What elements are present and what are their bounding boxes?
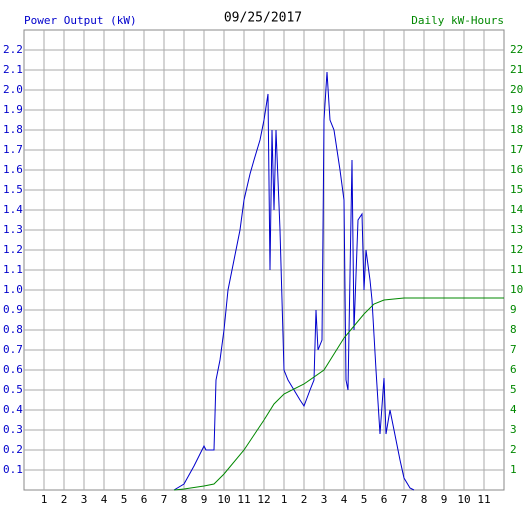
y-tick-label: 0.7 <box>3 343 23 356</box>
x-tick-label: 8 <box>181 493 188 506</box>
x-tick-label: 3 <box>81 493 88 506</box>
x-tick-label: 2 <box>301 493 308 506</box>
x-tick-label: 10 <box>457 493 470 506</box>
data-line <box>173 297 504 491</box>
y-tick-label: 0.2 <box>3 443 23 456</box>
x-tick-label: 8 <box>421 493 428 506</box>
y-tick-label: 2.1 <box>3 63 23 76</box>
y2-tick-label: 16 <box>510 163 523 176</box>
x-tick-label: 10 <box>217 493 230 506</box>
y-tick-label: 1.3 <box>3 223 23 236</box>
x-tick-label: 12 <box>257 493 270 506</box>
y-tick-label: 0.1 <box>3 463 23 476</box>
y-tick-label: 1.9 <box>3 103 23 116</box>
y2-tick-label: 8 <box>510 323 517 336</box>
y2-tick-label: 21 <box>510 63 523 76</box>
x-tick-label: 9 <box>441 493 448 506</box>
y2-tick-label: 6 <box>510 363 517 376</box>
x-tick-label: 11 <box>477 493 490 506</box>
y2-axis-label: Daily kW-Hours <box>411 14 504 27</box>
y-tick-label: 1.1 <box>3 263 23 276</box>
y-tick-label: 1.7 <box>3 143 23 156</box>
y2-tick-label: 22 <box>510 43 523 56</box>
y-tick-label: 2.0 <box>3 83 23 96</box>
y2-tick-label: 9 <box>510 303 517 316</box>
x-tick-label: 7 <box>401 493 408 506</box>
y2-tick-label: 13 <box>510 223 523 236</box>
x-tick-label: 7 <box>161 493 168 506</box>
y-tick-label: 0.9 <box>3 303 23 316</box>
y-tick-label: 1.2 <box>3 243 23 256</box>
y2-tick-label: 1 <box>510 463 517 476</box>
y2-tick-label: 12 <box>510 243 523 256</box>
y2-tick-label: 5 <box>510 383 517 396</box>
y2-tick-label: 14 <box>510 203 524 216</box>
x-tick-label: 5 <box>361 493 368 506</box>
y-tick-label: 0.8 <box>3 323 23 336</box>
y-tick-label: 1.4 <box>3 203 23 216</box>
y2-tick-label: 7 <box>510 343 517 356</box>
y-tick-label: 2.2 <box>3 43 23 56</box>
y-tick-label: 1.0 <box>3 283 23 296</box>
y2-tick-label: 19 <box>510 103 523 116</box>
x-tick-label: 6 <box>381 493 388 506</box>
chart-title: 09/25/2017 <box>224 11 302 26</box>
y2-tick-label: 17 <box>510 143 523 156</box>
y-tick-label: 1.6 <box>3 163 23 176</box>
y-tick-label: 0.6 <box>3 363 23 376</box>
x-tick-label: 11 <box>237 493 250 506</box>
y2-tick-label: 4 <box>510 403 517 416</box>
y2-tick-label: 2 <box>510 443 517 456</box>
x-tick-label: 6 <box>141 493 148 506</box>
y-tick-label: 0.3 <box>3 423 23 436</box>
x-tick-label: 2 <box>61 493 68 506</box>
x-tick-label: 1 <box>41 493 48 506</box>
y2-tick-label: 18 <box>510 123 523 136</box>
y2-tick-label: 11 <box>510 263 523 276</box>
x-tick-label: 9 <box>201 493 208 506</box>
y2-tick-label: 10 <box>510 283 523 296</box>
y2-tick-label: 15 <box>510 183 523 196</box>
y-tick-label: 0.4 <box>3 403 23 416</box>
y2-tick-label: 3 <box>510 423 517 436</box>
x-tick-label: 3 <box>321 493 328 506</box>
y-axis-label: Power Output (kW) <box>24 14 137 27</box>
y2-tick-label: 20 <box>510 83 523 96</box>
x-tick-label: 1 <box>281 493 288 506</box>
y-tick-label: 1.8 <box>3 123 23 136</box>
x-tick-label: 4 <box>101 493 108 506</box>
x-tick-label: 4 <box>341 493 348 506</box>
y-tick-label: 0.5 <box>3 383 23 396</box>
data-line <box>173 71 415 491</box>
y-tick-label: 1.5 <box>3 183 23 196</box>
x-tick-label: 5 <box>121 493 128 506</box>
